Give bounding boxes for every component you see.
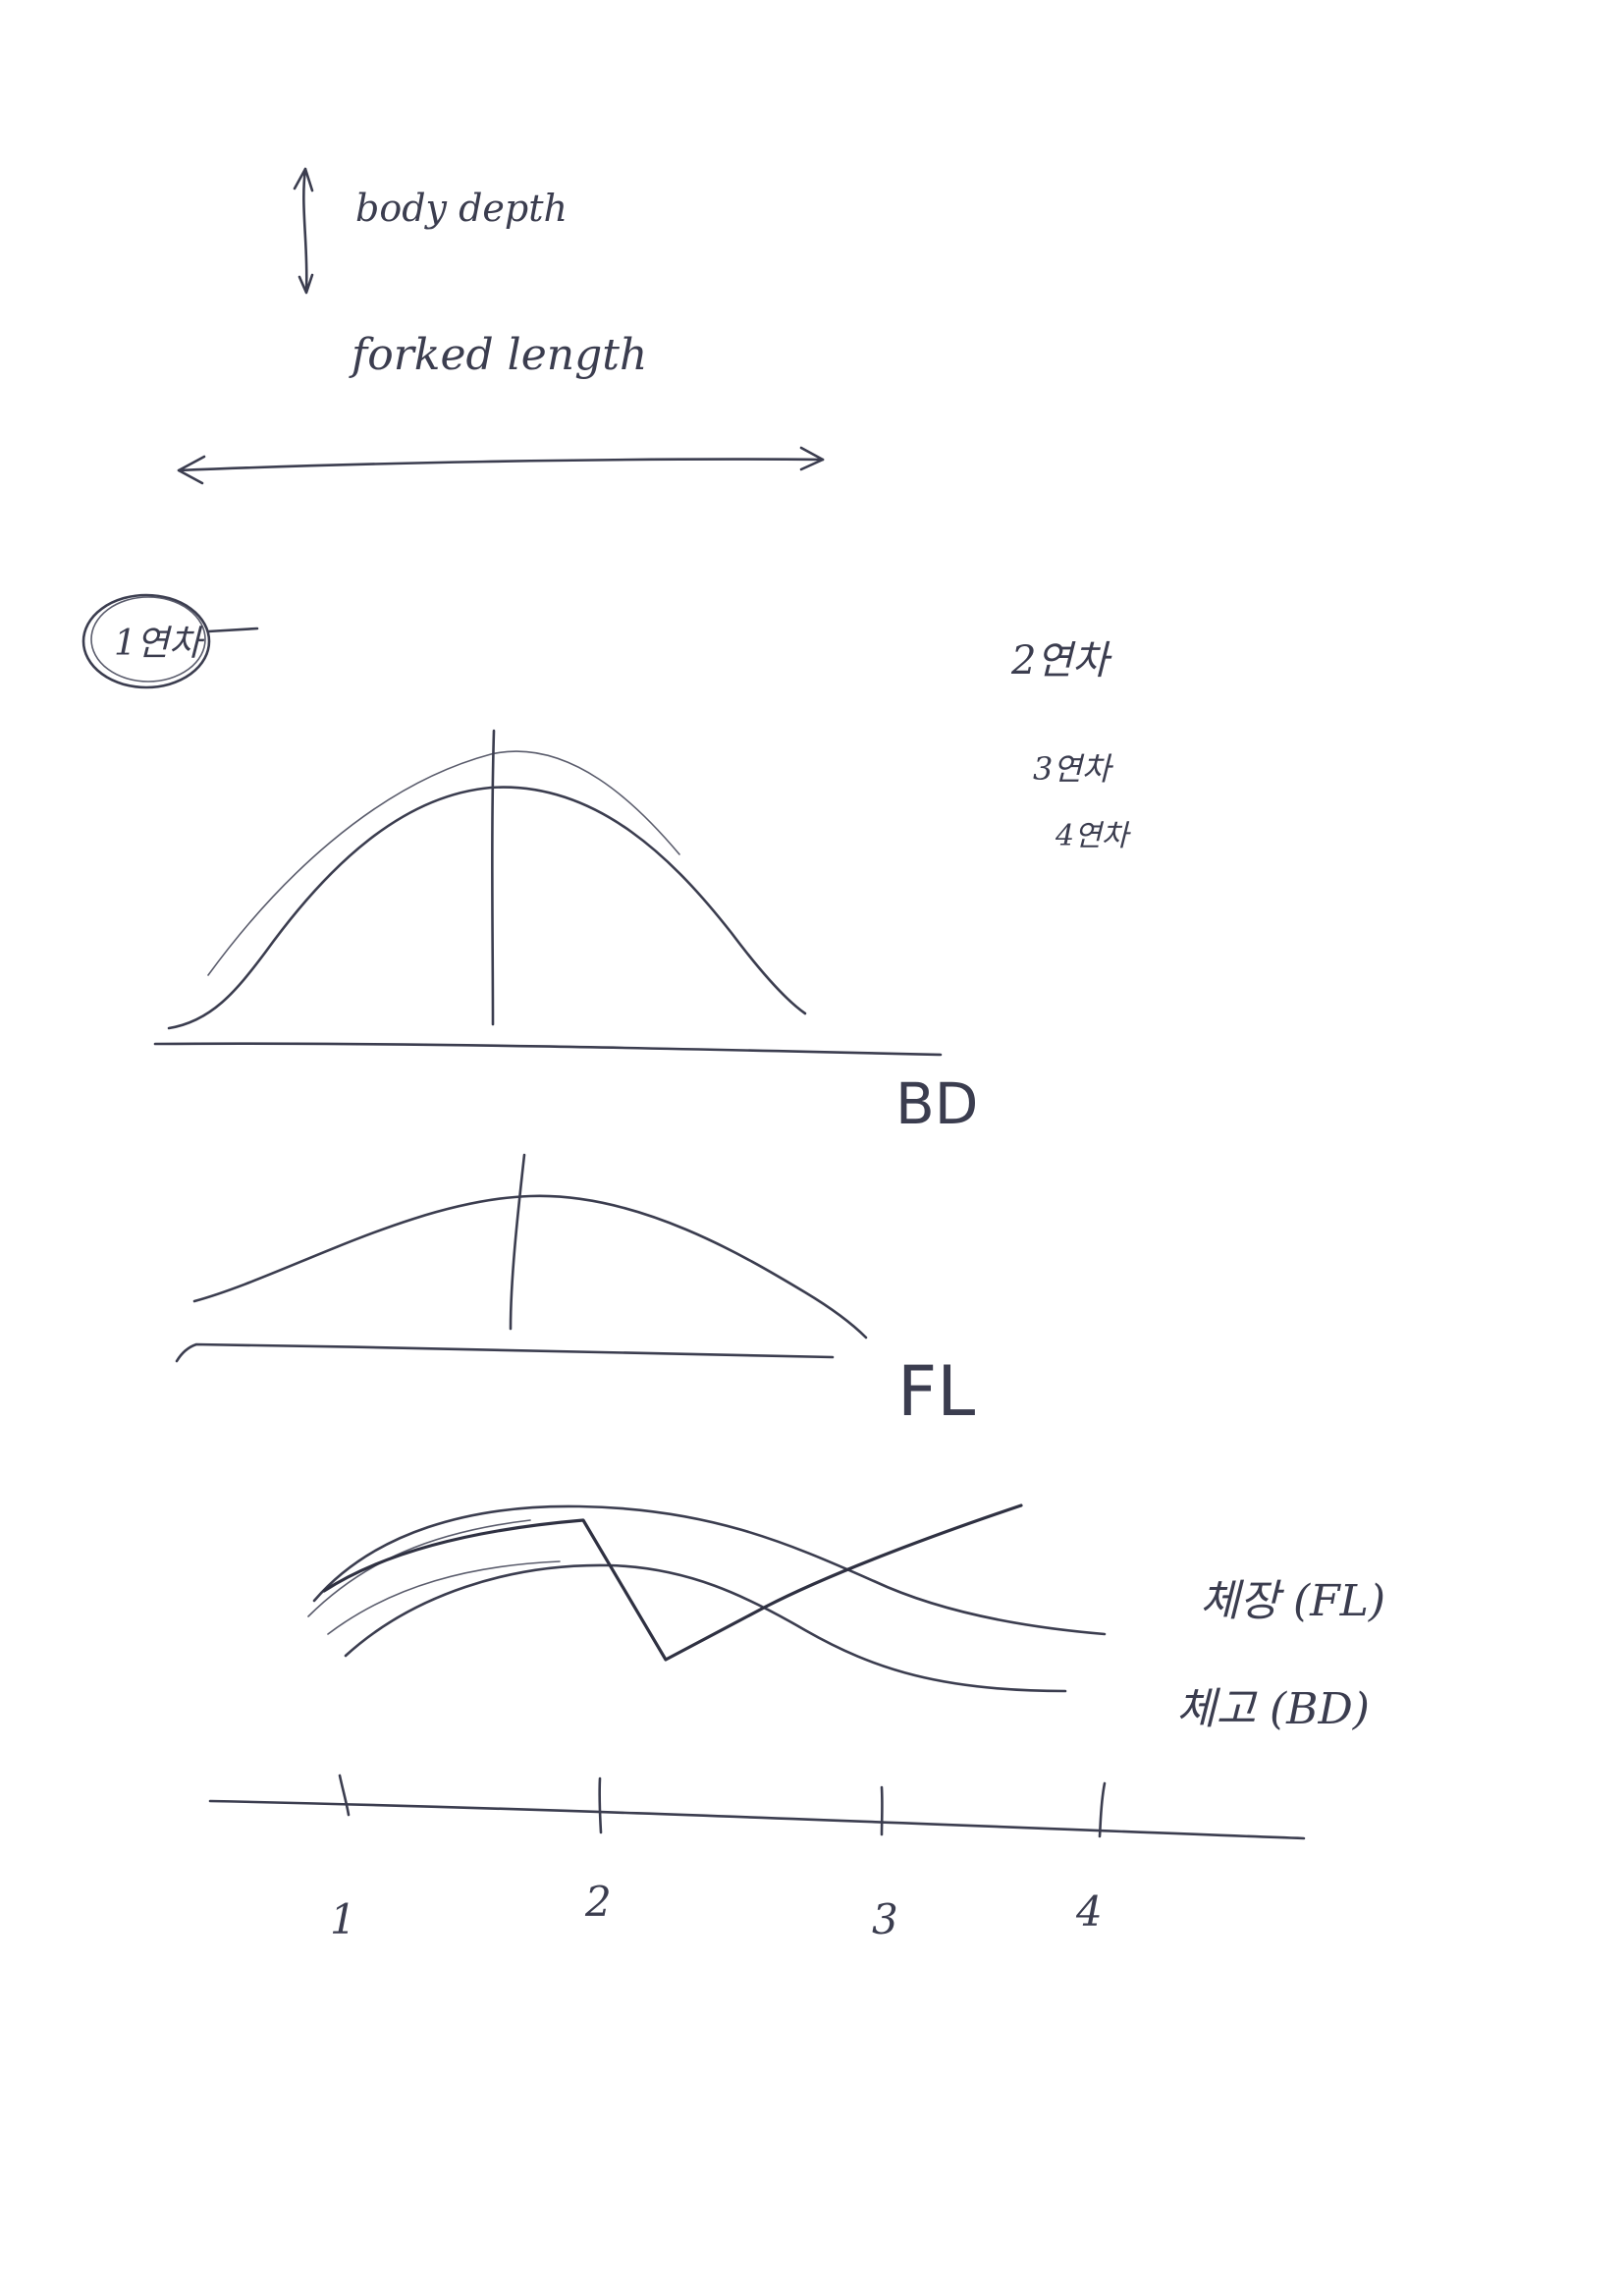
circled-age-1-marker xyxy=(81,593,259,689)
fl-series-line xyxy=(312,1504,1107,1636)
bd-mean-line xyxy=(491,729,496,1026)
age-4-label: 4연차 xyxy=(1056,819,1129,853)
fl-baseline xyxy=(175,1342,835,1363)
tick-label-2: 2 xyxy=(585,1878,612,1926)
bd-series-line xyxy=(344,1563,1067,1693)
extra-curve-b xyxy=(327,1560,561,1635)
fl-distribution-sketch xyxy=(175,1153,868,1363)
bd-series-label: 체고 (BD) xyxy=(1176,1684,1370,1734)
bd-curve xyxy=(167,786,807,1030)
bd-baseline xyxy=(153,1042,943,1057)
tick-label-4: 4 xyxy=(1076,1887,1103,1936)
body-depth-arrow xyxy=(293,167,314,295)
bd-axis-label: BD xyxy=(895,1070,979,1137)
fl-axis-label: FL xyxy=(897,1351,976,1432)
growth-by-age-sketch xyxy=(208,1503,1306,1840)
bd-curve-ghost xyxy=(207,750,680,976)
body-depth-label: body depth xyxy=(355,187,568,230)
fl-series-label: 체장 (FL) xyxy=(1200,1576,1386,1626)
tick-label-1: 1 xyxy=(330,1895,356,1943)
bd-distribution-sketch xyxy=(153,729,943,1057)
age-3-label: 3연차 xyxy=(1033,750,1111,788)
forked-length-label: forked length xyxy=(352,330,648,380)
fl-mean-line xyxy=(509,1153,526,1331)
age-axis xyxy=(208,1799,1306,1840)
tick-label-3: 3 xyxy=(872,1895,898,1943)
age-tick-2 xyxy=(598,1777,603,1834)
zigzag-line xyxy=(322,1503,1023,1662)
age-tick-1 xyxy=(338,1774,351,1817)
extra-curve-a xyxy=(307,1519,531,1617)
forked-length-arrow xyxy=(177,446,825,485)
age-1-label: 1연차 xyxy=(114,624,202,664)
fl-curve xyxy=(192,1194,868,1339)
age-tick-4 xyxy=(1098,1781,1107,1838)
age-2-label: 2연차 xyxy=(1011,638,1110,683)
